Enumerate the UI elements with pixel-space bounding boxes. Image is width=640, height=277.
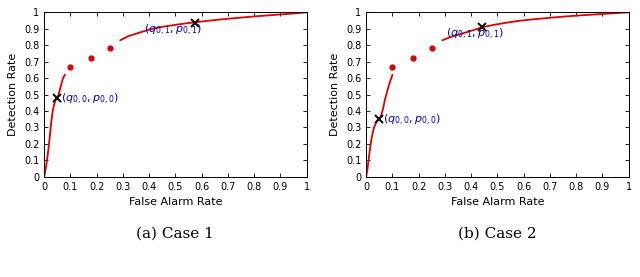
Text: $(q_{0,1}, p_{0,1})$: $(q_{0,1}, p_{0,1})$: [144, 23, 202, 38]
Text: $(q_{0,0}, p_{0,0})$: $(q_{0,0}, p_{0,0})$: [383, 113, 441, 128]
X-axis label: False Alarm Rate: False Alarm Rate: [129, 197, 222, 207]
Text: (a) Case 1: (a) Case 1: [136, 226, 214, 240]
Text: (b) Case 2: (b) Case 2: [458, 226, 537, 240]
X-axis label: False Alarm Rate: False Alarm Rate: [451, 197, 544, 207]
Text: $(q_{0,0}, p_{0,0})$: $(q_{0,0}, p_{0,0})$: [61, 92, 119, 107]
Text: $(q_{0,1}, p_{0,1})$: $(q_{0,1}, p_{0,1})$: [446, 27, 504, 42]
Y-axis label: Detection Rate: Detection Rate: [330, 53, 340, 136]
Y-axis label: Detection Rate: Detection Rate: [8, 53, 19, 136]
